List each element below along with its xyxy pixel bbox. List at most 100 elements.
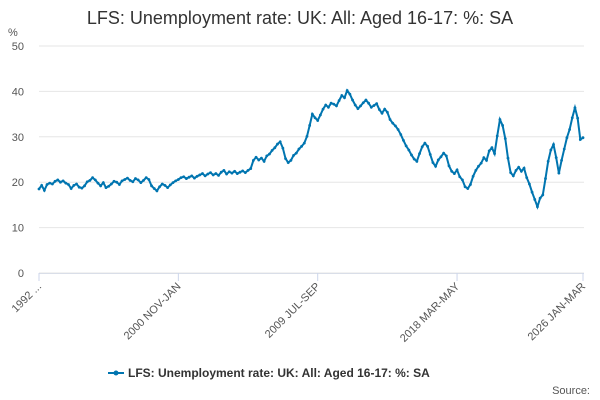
point bbox=[163, 183, 167, 187]
point bbox=[260, 156, 263, 160]
point bbox=[388, 118, 392, 121]
point bbox=[96, 181, 100, 185]
point bbox=[273, 146, 277, 150]
point bbox=[40, 183, 44, 187]
point bbox=[107, 184, 111, 188]
point bbox=[101, 181, 105, 185]
point bbox=[262, 159, 266, 163]
point bbox=[490, 146, 494, 150]
point bbox=[385, 110, 389, 114]
point bbox=[536, 205, 539, 209]
point bbox=[69, 187, 73, 190]
chart-title: LFS: Unemployment rate: UK: All: Aged 16… bbox=[87, 8, 513, 28]
point bbox=[452, 172, 456, 175]
point bbox=[144, 176, 148, 180]
point bbox=[399, 133, 403, 136]
point bbox=[318, 113, 322, 117]
point bbox=[509, 171, 513, 175]
point bbox=[533, 198, 537, 201]
point bbox=[123, 178, 127, 181]
point bbox=[126, 176, 129, 180]
point bbox=[104, 186, 108, 190]
point bbox=[64, 181, 68, 185]
legend-marker bbox=[113, 370, 119, 376]
point bbox=[257, 158, 261, 162]
point bbox=[359, 104, 362, 108]
point bbox=[466, 187, 470, 190]
point bbox=[442, 151, 446, 155]
point bbox=[292, 154, 295, 157]
point bbox=[289, 159, 293, 162]
point bbox=[243, 171, 247, 175]
point bbox=[410, 153, 413, 157]
point bbox=[436, 158, 440, 162]
point bbox=[276, 142, 279, 146]
point bbox=[302, 141, 306, 145]
point bbox=[570, 116, 574, 120]
point bbox=[351, 98, 354, 102]
point bbox=[503, 137, 507, 141]
point bbox=[463, 185, 467, 189]
point bbox=[286, 161, 290, 165]
point bbox=[394, 124, 397, 128]
point bbox=[160, 182, 164, 186]
point bbox=[367, 101, 371, 105]
point bbox=[418, 152, 421, 155]
point bbox=[380, 111, 384, 115]
point bbox=[211, 173, 215, 177]
point bbox=[53, 179, 57, 183]
point bbox=[396, 128, 400, 131]
point bbox=[447, 164, 451, 168]
point bbox=[182, 175, 186, 179]
point bbox=[83, 184, 86, 188]
point bbox=[171, 181, 175, 185]
y-tick-label: 20 bbox=[12, 177, 24, 189]
point bbox=[383, 107, 387, 111]
point bbox=[142, 178, 145, 182]
legend-label: LFS: Unemployment rate: UK: All: Aged 16… bbox=[128, 366, 430, 380]
point bbox=[56, 178, 60, 182]
point bbox=[530, 190, 534, 194]
point bbox=[61, 179, 65, 183]
point bbox=[155, 189, 159, 193]
point bbox=[190, 174, 194, 178]
point bbox=[343, 96, 346, 100]
point bbox=[423, 141, 427, 145]
point bbox=[522, 166, 526, 170]
y-tick-label: 10 bbox=[12, 223, 24, 235]
point bbox=[335, 104, 338, 108]
point bbox=[50, 182, 54, 186]
point bbox=[195, 174, 199, 178]
point bbox=[265, 154, 269, 158]
line bbox=[38, 88, 584, 210]
point bbox=[91, 176, 94, 180]
point bbox=[364, 98, 368, 102]
y-tick-label: 40 bbox=[12, 86, 24, 98]
source: Source: bbox=[552, 385, 590, 397]
point bbox=[115, 180, 119, 184]
y-tick-label: 0 bbox=[18, 268, 24, 280]
point bbox=[329, 101, 333, 105]
point bbox=[77, 185, 81, 189]
point bbox=[233, 169, 237, 173]
point bbox=[67, 183, 70, 186]
point bbox=[485, 159, 488, 162]
point bbox=[201, 172, 204, 175]
point bbox=[501, 124, 505, 127]
point bbox=[37, 187, 41, 191]
point bbox=[444, 154, 448, 158]
point bbox=[428, 153, 432, 156]
point bbox=[345, 89, 349, 92]
point bbox=[72, 183, 76, 187]
point bbox=[310, 112, 314, 116]
point bbox=[235, 172, 239, 175]
point bbox=[546, 159, 550, 163]
point bbox=[372, 104, 376, 107]
point bbox=[203, 174, 207, 178]
point bbox=[353, 103, 357, 107]
point bbox=[112, 179, 116, 183]
point bbox=[434, 164, 438, 168]
point bbox=[139, 181, 143, 185]
point bbox=[469, 183, 472, 186]
point bbox=[251, 159, 255, 162]
